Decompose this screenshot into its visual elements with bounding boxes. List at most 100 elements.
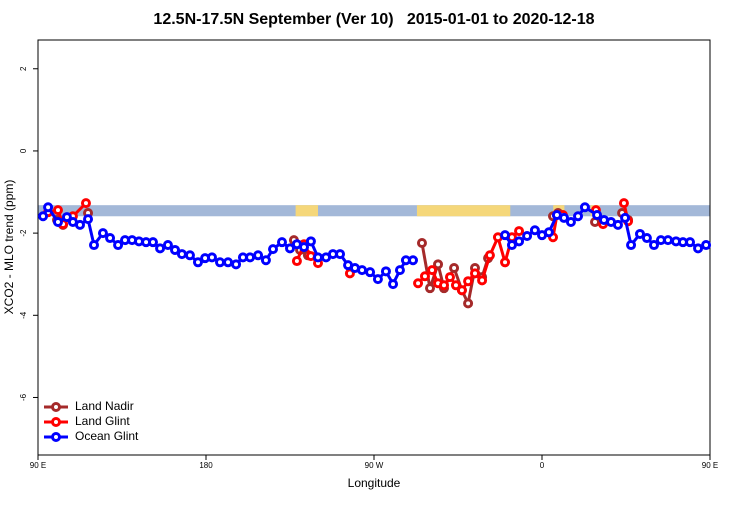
y-tick-label: -2: [19, 229, 28, 237]
point: [450, 280, 461, 291]
point: [413, 278, 424, 289]
point: [484, 250, 495, 261]
x-axis-label: Longitude: [348, 476, 401, 490]
point: [155, 243, 166, 254]
x-tick-label: 0: [540, 461, 545, 470]
point: [245, 252, 256, 263]
y-tick-label: -6: [19, 393, 28, 401]
x-tick-label: 90 E: [30, 461, 46, 470]
x-tick-label: 180: [199, 461, 213, 470]
point: [380, 266, 391, 277]
point: [500, 230, 511, 241]
y-tick-label: 2: [19, 66, 28, 71]
point: [170, 244, 181, 255]
point: [305, 236, 316, 247]
point: [663, 235, 673, 246]
point: [522, 230, 533, 241]
point: [693, 243, 704, 254]
point: [612, 219, 623, 230]
point: [394, 265, 405, 276]
point: [506, 240, 517, 251]
point: [620, 212, 631, 223]
point: [701, 240, 712, 251]
point: [559, 212, 570, 223]
point: [463, 298, 474, 309]
point: [299, 242, 309, 253]
point: [388, 279, 399, 290]
point: [147, 237, 158, 248]
x-tick-label: 90 E: [702, 461, 718, 470]
point: [592, 210, 603, 221]
point: [477, 275, 488, 286]
point: [641, 233, 652, 244]
point: [43, 202, 54, 213]
point: [268, 244, 279, 255]
point: [444, 272, 455, 283]
point: [365, 267, 376, 278]
point: [357, 265, 368, 276]
point: [626, 240, 637, 251]
plot-frame: [37, 39, 711, 456]
point: [80, 198, 91, 209]
point: [61, 212, 72, 223]
x-tick-label: 90 W: [365, 461, 384, 470]
point: [105, 233, 116, 244]
point: [231, 259, 242, 270]
point: [419, 271, 430, 282]
point: [215, 257, 225, 268]
point: [500, 257, 511, 268]
legend-marker: [51, 402, 61, 412]
point: [514, 236, 525, 247]
point: [649, 240, 659, 251]
point: [427, 265, 438, 276]
point: [416, 237, 427, 248]
point: [565, 217, 576, 228]
point: [635, 228, 645, 239]
point: [372, 274, 383, 285]
point: [97, 228, 108, 239]
point: [618, 198, 629, 209]
legend-label: Land Nadir: [75, 399, 134, 413]
land-mask: [295, 205, 318, 217]
point: [52, 205, 63, 216]
point: [573, 211, 584, 222]
point: [52, 217, 63, 228]
chart-title: 12.5N-17.5N September (Ver 10) 2015-01-0…: [153, 11, 594, 28]
legend-label: Land Glint: [75, 414, 130, 428]
y-axis-label: XCO2 - MLO trend (ppm): [2, 180, 16, 315]
point: [408, 255, 419, 266]
point: [192, 257, 203, 268]
point: [463, 276, 474, 287]
point: [685, 237, 696, 248]
point: [514, 226, 525, 237]
legend-marker: [51, 417, 61, 427]
point: [579, 202, 590, 213]
point: [285, 243, 295, 254]
point: [449, 263, 460, 274]
y-tick-label: -4: [19, 311, 28, 319]
land-mask: [416, 205, 511, 217]
point: [313, 252, 323, 263]
point: [469, 268, 480, 279]
point: [253, 250, 264, 261]
point: [184, 250, 195, 261]
point: [75, 219, 85, 230]
point: [529, 225, 540, 236]
point: [38, 211, 49, 222]
point: [162, 240, 173, 251]
point: [425, 283, 435, 294]
point: [433, 259, 444, 270]
point: [543, 227, 554, 238]
legend-label: Ocean Glint: [75, 429, 139, 443]
point: [260, 255, 271, 266]
ocean-mask: [38, 205, 710, 217]
point: [113, 240, 124, 251]
point: [276, 237, 287, 248]
point: [439, 280, 449, 291]
point: [89, 240, 99, 251]
y-tick-label: 0: [19, 148, 28, 153]
point: [206, 252, 217, 263]
point: [456, 285, 467, 296]
